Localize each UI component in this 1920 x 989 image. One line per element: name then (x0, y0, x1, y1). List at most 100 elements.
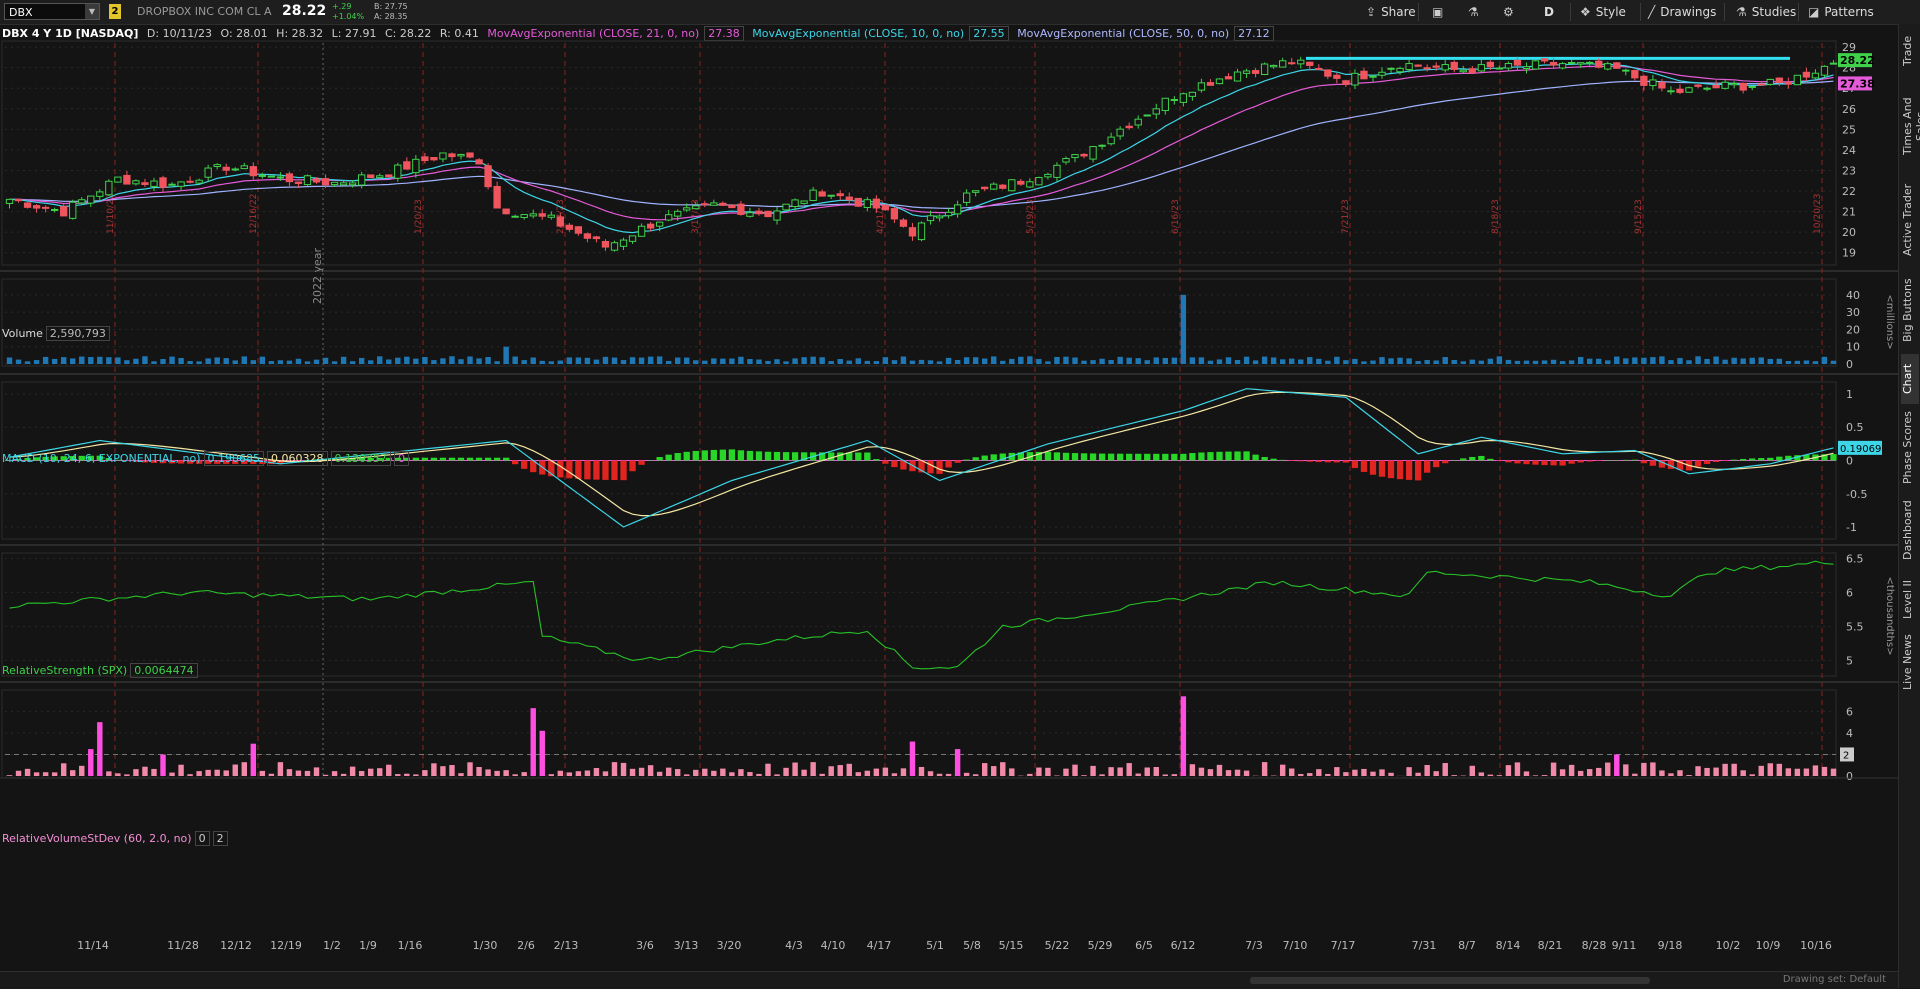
volume-bar (973, 357, 978, 364)
side-tab-chart[interactable]: Chart (1901, 354, 1919, 404)
volume-bar (1280, 359, 1285, 364)
rv-bar (133, 769, 138, 776)
rv-bar (1614, 754, 1619, 776)
macd-hist-bar (1577, 461, 1583, 463)
symbol-input[interactable]: DBX▼ (4, 3, 100, 20)
volume-bar (1027, 356, 1032, 364)
macd-hist-bar (684, 452, 690, 461)
settings-button[interactable]: ⚙ (1503, 4, 1519, 20)
style-button[interactable]: ❖Style (1580, 4, 1626, 20)
rv-bar (693, 770, 698, 776)
volume-bar (1343, 360, 1348, 364)
rv-panel (2, 690, 1836, 778)
studies-button[interactable]: ⚗Studies (1736, 4, 1796, 20)
volume-bar (1506, 360, 1511, 364)
period-button[interactable]: D (1544, 4, 1554, 20)
macd-hist-bar (1514, 461, 1520, 464)
macd-hist-bar (1596, 461, 1602, 462)
macd-hist-bar (1532, 461, 1538, 465)
rv-bar (1280, 765, 1285, 776)
macd-hist-bar (1325, 461, 1331, 463)
volume-bar (169, 357, 174, 364)
volume-bar (205, 358, 210, 364)
side-tab-times-and-sales[interactable]: Times And Sales (1901, 82, 1919, 170)
rv-bar (1334, 767, 1339, 776)
volume-bar (874, 361, 879, 364)
rv-bar (1244, 771, 1249, 776)
flask-button[interactable]: ⚗ (1468, 4, 1484, 20)
volume-bar (819, 357, 824, 364)
macd-hist-bar (1379, 461, 1385, 477)
volume-bar (485, 357, 490, 364)
macd-hist-bar (720, 450, 726, 461)
side-tab-dashboard[interactable]: Dashboard (1901, 492, 1919, 568)
rv-bar (1596, 768, 1601, 776)
svg-text:28.22: 28.22 (1840, 54, 1875, 67)
volume-bar (1181, 295, 1186, 364)
volume-bar (1117, 357, 1122, 364)
rv-bar (287, 769, 292, 776)
rv-bar (711, 771, 716, 776)
rs-label[interactable]: RelativeStrength (SPX) (2, 664, 127, 677)
drawing-set[interactable]: Drawing set: Default (1783, 974, 1886, 985)
volume-bar (341, 357, 346, 364)
macd-hist-bar (1063, 453, 1069, 461)
macd-hist-bar (1171, 454, 1177, 461)
rv-bar (1731, 764, 1736, 776)
volume-bar (558, 361, 563, 364)
macd-hist-bar (1722, 461, 1728, 462)
macd-hist-bar (927, 461, 933, 474)
link-badge[interactable]: 2 (109, 4, 121, 19)
date-tick: 8/14 (1496, 939, 1521, 952)
side-tab-live-news[interactable]: Live News (1901, 630, 1919, 694)
rv-label[interactable]: RelativeVolumeStDev (60, 2.0, no) (2, 832, 192, 845)
volume-bar (567, 357, 572, 364)
rv-bar (603, 771, 608, 776)
share-button[interactable]: ⇪Share (1366, 4, 1416, 20)
rv-bar (720, 769, 725, 776)
rv-bar (1289, 769, 1294, 776)
candle (1767, 79, 1773, 86)
macd-label[interactable]: MACD (10, 24, 6, EXPONENTIAL, no) (2, 452, 201, 465)
volume-bar (1813, 361, 1818, 364)
volume-bar (1018, 357, 1023, 364)
volume-label[interactable]: Volume (2, 327, 43, 340)
volume-bar (1334, 357, 1339, 364)
rv-bar (512, 774, 517, 776)
rv-bar (892, 773, 897, 776)
volume-bar (639, 358, 644, 364)
rv-bar (70, 770, 75, 776)
rv-bar (151, 769, 156, 776)
volume-bar (79, 357, 84, 364)
macd-avg-value: 0.060328 (267, 451, 328, 466)
volume-bar (1172, 358, 1177, 364)
side-tab-phase-scores[interactable]: Phase Scores (1901, 408, 1919, 488)
drawings-button[interactable]: ╱Drawings (1648, 4, 1716, 20)
earnings-label: 6/16/23 (1171, 199, 1181, 234)
date-tick: 1/2 (323, 939, 341, 952)
rv-value-1: 0 (195, 831, 210, 846)
side-tab-active-trader[interactable]: Active Trader (1901, 174, 1919, 266)
candle (386, 174, 392, 177)
volume-bar (1388, 358, 1393, 364)
patterns-button[interactable]: ◪Patterns (1808, 4, 1874, 20)
rv-bar (1623, 764, 1628, 776)
chevron-down-icon[interactable]: ▼ (85, 4, 99, 19)
chart-canvas[interactable]: 11/10/2212/16/221/20/232/17/233/17/234/2… (0, 24, 1898, 972)
rv-bar (196, 771, 201, 776)
volume-bar (838, 359, 843, 364)
side-tab-trade[interactable]: Trade (1901, 30, 1919, 72)
rv-bar (1027, 774, 1032, 776)
candle (1216, 78, 1222, 84)
time-scrollbar[interactable] (1250, 977, 1650, 984)
rv-bar (828, 766, 833, 776)
rv-bar (756, 774, 761, 776)
side-tab-big-buttons[interactable]: Big Buttons (1901, 270, 1919, 350)
volume-bar (449, 356, 454, 364)
volume-bar (1768, 359, 1773, 364)
volume-bar (1190, 357, 1195, 364)
snapshot-button[interactable]: ▣ (1432, 4, 1448, 20)
rv-bar (558, 771, 563, 776)
rv-bar (1415, 773, 1420, 776)
side-tab-level-ii[interactable]: Level II (1901, 572, 1919, 626)
